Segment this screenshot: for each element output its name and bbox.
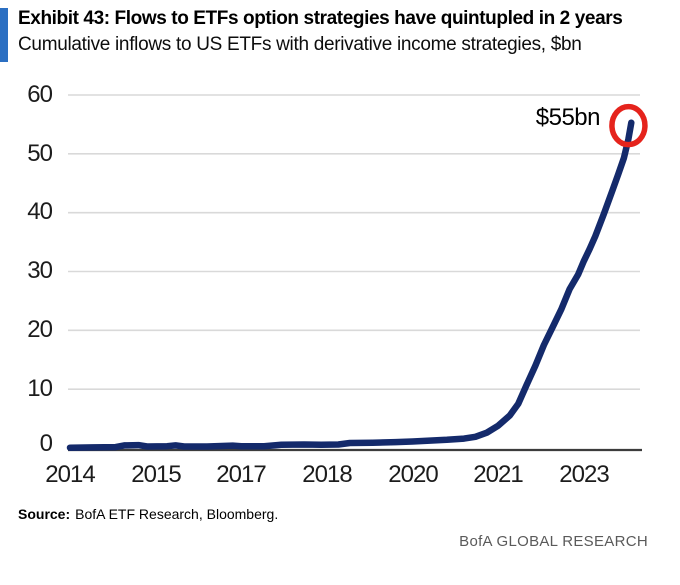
endpoint-value-label: $55bn	[535, 104, 601, 131]
y-axis-tick-label: 30	[27, 257, 53, 284]
x-axis-tick-label: 2014	[45, 461, 95, 488]
source-text: BofA ETF Research, Bloomberg.	[75, 506, 279, 522]
exhibit-subtitle: Cumulative inflows to US ETFs with deriv…	[18, 34, 582, 55]
x-axis-tick-label: 2020	[388, 461, 438, 488]
title-accent-bar	[0, 8, 8, 62]
source-label: Source:	[18, 506, 71, 522]
x-axis-tick-label: 2018	[302, 461, 352, 488]
x-axis-tick-label: 2015	[131, 461, 181, 488]
y-axis-tick-label: 20	[27, 316, 53, 343]
cumulative-inflows-line	[66, 119, 635, 451]
y-axis-tick-label: 60	[27, 81, 53, 108]
x-axis-tick-label: 2023	[559, 461, 609, 488]
x-axis-tick-label: 2017	[216, 461, 266, 488]
y-axis-tick-label: 50	[27, 140, 53, 167]
endpoint-highlight-circle	[609, 103, 648, 148]
x-axis-tick-label: 2021	[473, 461, 523, 488]
y-axis-tick-label: 40	[27, 198, 53, 225]
y-axis-tick-label: 0	[39, 430, 53, 457]
exhibit-title: Exhibit 43: Flows to ETFs option strateg…	[18, 8, 623, 29]
bofa-global-research-brand: BofA GLOBAL RESEARCH	[459, 533, 648, 550]
y-axis-tick-label: 10	[27, 375, 53, 402]
source-line: Source: BofA ETF Research, Bloomberg.	[18, 506, 278, 522]
